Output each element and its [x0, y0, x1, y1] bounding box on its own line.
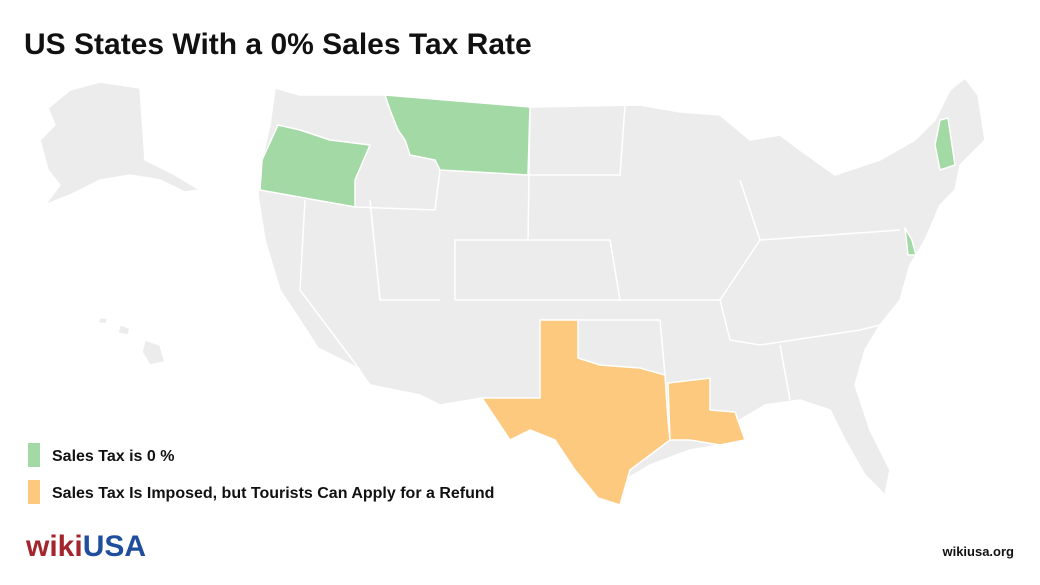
montana	[384, 94, 531, 176]
legend: Sales Tax is 0 % Sales Tax Is Imposed, b…	[28, 443, 494, 504]
alaska	[39, 81, 201, 206]
logo-usa: USA	[83, 530, 146, 563]
texas	[481, 319, 671, 506]
legend-swatch	[28, 480, 40, 504]
map	[39, 77, 986, 506]
logo: wikiUSA	[25, 530, 146, 563]
zero-tax-states	[259, 94, 956, 256]
delaware	[904, 227, 917, 256]
legend-swatch	[28, 443, 40, 467]
hawaii	[97, 317, 166, 366]
oregon	[259, 124, 371, 208]
us-mainland	[257, 77, 986, 506]
legend-label: Sales Tax Is Imposed, but Tourists Can A…	[52, 485, 494, 502]
legend-label: Sales Tax is 0 %	[52, 448, 174, 465]
new-hampshire	[934, 117, 956, 171]
louisiana	[667, 377, 746, 446]
refund-states	[481, 319, 746, 506]
logo-wiki: wiki	[25, 530, 83, 563]
state-borders	[299, 104, 901, 401]
site-url: wikiusa.org	[941, 544, 1014, 559]
title: US States With a 0% Sales Tax Rate	[24, 28, 532, 61]
